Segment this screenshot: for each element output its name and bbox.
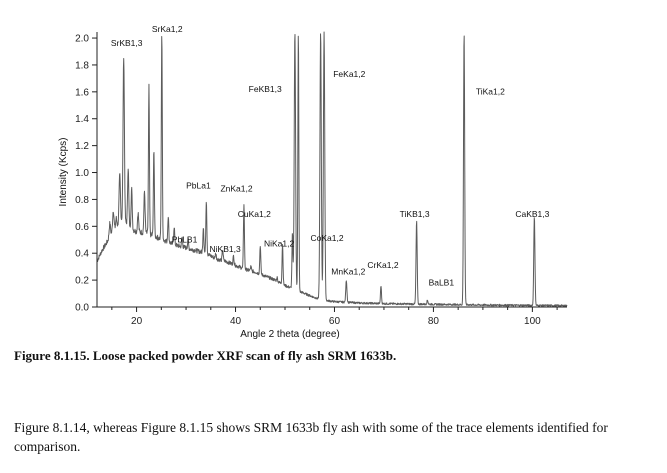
- x-axis-label: Angle 2 theta (degree): [240, 329, 340, 340]
- y-tick-label: 0.4: [75, 249, 89, 260]
- y-tick-label: 0.0: [75, 303, 89, 314]
- peak-label: PbLB1: [172, 234, 198, 244]
- plot-area: [96, 31, 568, 307]
- peak-label: TiKa1,2: [476, 87, 505, 97]
- x-tick-label: 100: [524, 316, 541, 327]
- peak-label: CaKB1,3: [515, 209, 549, 219]
- peak-label: NiKB1,3: [210, 244, 241, 254]
- x-tick-label: 20: [131, 316, 143, 327]
- peak-label: NiKa1,2: [264, 238, 295, 248]
- peak-label: FeKB1,3: [249, 84, 282, 94]
- xrf-scan-chart: 0.0 0.2 0.4 0.6 0.8 1.0 1.2 1.4 1.6 1.8 2.0 20 40 60…: [58, 24, 568, 340]
- y-axis-ticks: 0.0 0.2 0.4 0.6 0.8 1.0 1.2 1.4 1.6 1.8 2.0: [75, 34, 97, 314]
- peak-annotations: SrKa1,2 SrKB1,3 FeKB1,3 FeKa1,2 TiKa1,2 PbLa1…: [111, 24, 550, 287]
- y-tick-label: 1.2: [75, 141, 89, 152]
- y-tick-label: 2.0: [75, 34, 89, 45]
- peak-label: CoKa1,2: [311, 233, 344, 243]
- peak-label: CrKa1,2: [367, 260, 398, 270]
- figure-caption: Figure 8.1.15. Loose packed powder XRF s…: [14, 348, 397, 363]
- y-tick-label: 0.6: [75, 222, 89, 233]
- y-tick-label: 0.2: [75, 276, 89, 287]
- x-tick-label: 80: [428, 316, 440, 327]
- y-tick-label: 1.0: [75, 168, 89, 179]
- peak-label: FeKa1,2: [333, 69, 365, 79]
- peak-label: CuKa1,2: [238, 209, 271, 219]
- peak-label: PbLa1: [186, 181, 211, 191]
- peak-label: ZnKa1,2: [220, 183, 252, 193]
- spectrum-line: [96, 31, 568, 307]
- peak-label: MnKa1,2: [331, 267, 365, 277]
- peak-label: TiKB1,3: [400, 209, 430, 219]
- y-tick-label: 1.6: [75, 87, 89, 98]
- body-paragraph: Figure 8.1.14, whereas Figure 8.1.15 sho…: [14, 420, 608, 454]
- y-tick-label: 0.8: [75, 195, 89, 206]
- peak-label: BaLB1: [429, 277, 455, 287]
- peak-label: SrKB1,3: [111, 38, 143, 48]
- y-tick-label: 1.4: [75, 114, 89, 125]
- y-tick-label: 1.8: [75, 60, 89, 71]
- x-tick-label: 60: [329, 316, 341, 327]
- peak-label: SrKa1,2: [152, 24, 183, 34]
- y-axis-label: Intensity (Kcps): [58, 138, 69, 207]
- x-axis-ticks: 20 40 60 80 100: [111, 307, 558, 327]
- x-tick-label: 40: [230, 316, 242, 327]
